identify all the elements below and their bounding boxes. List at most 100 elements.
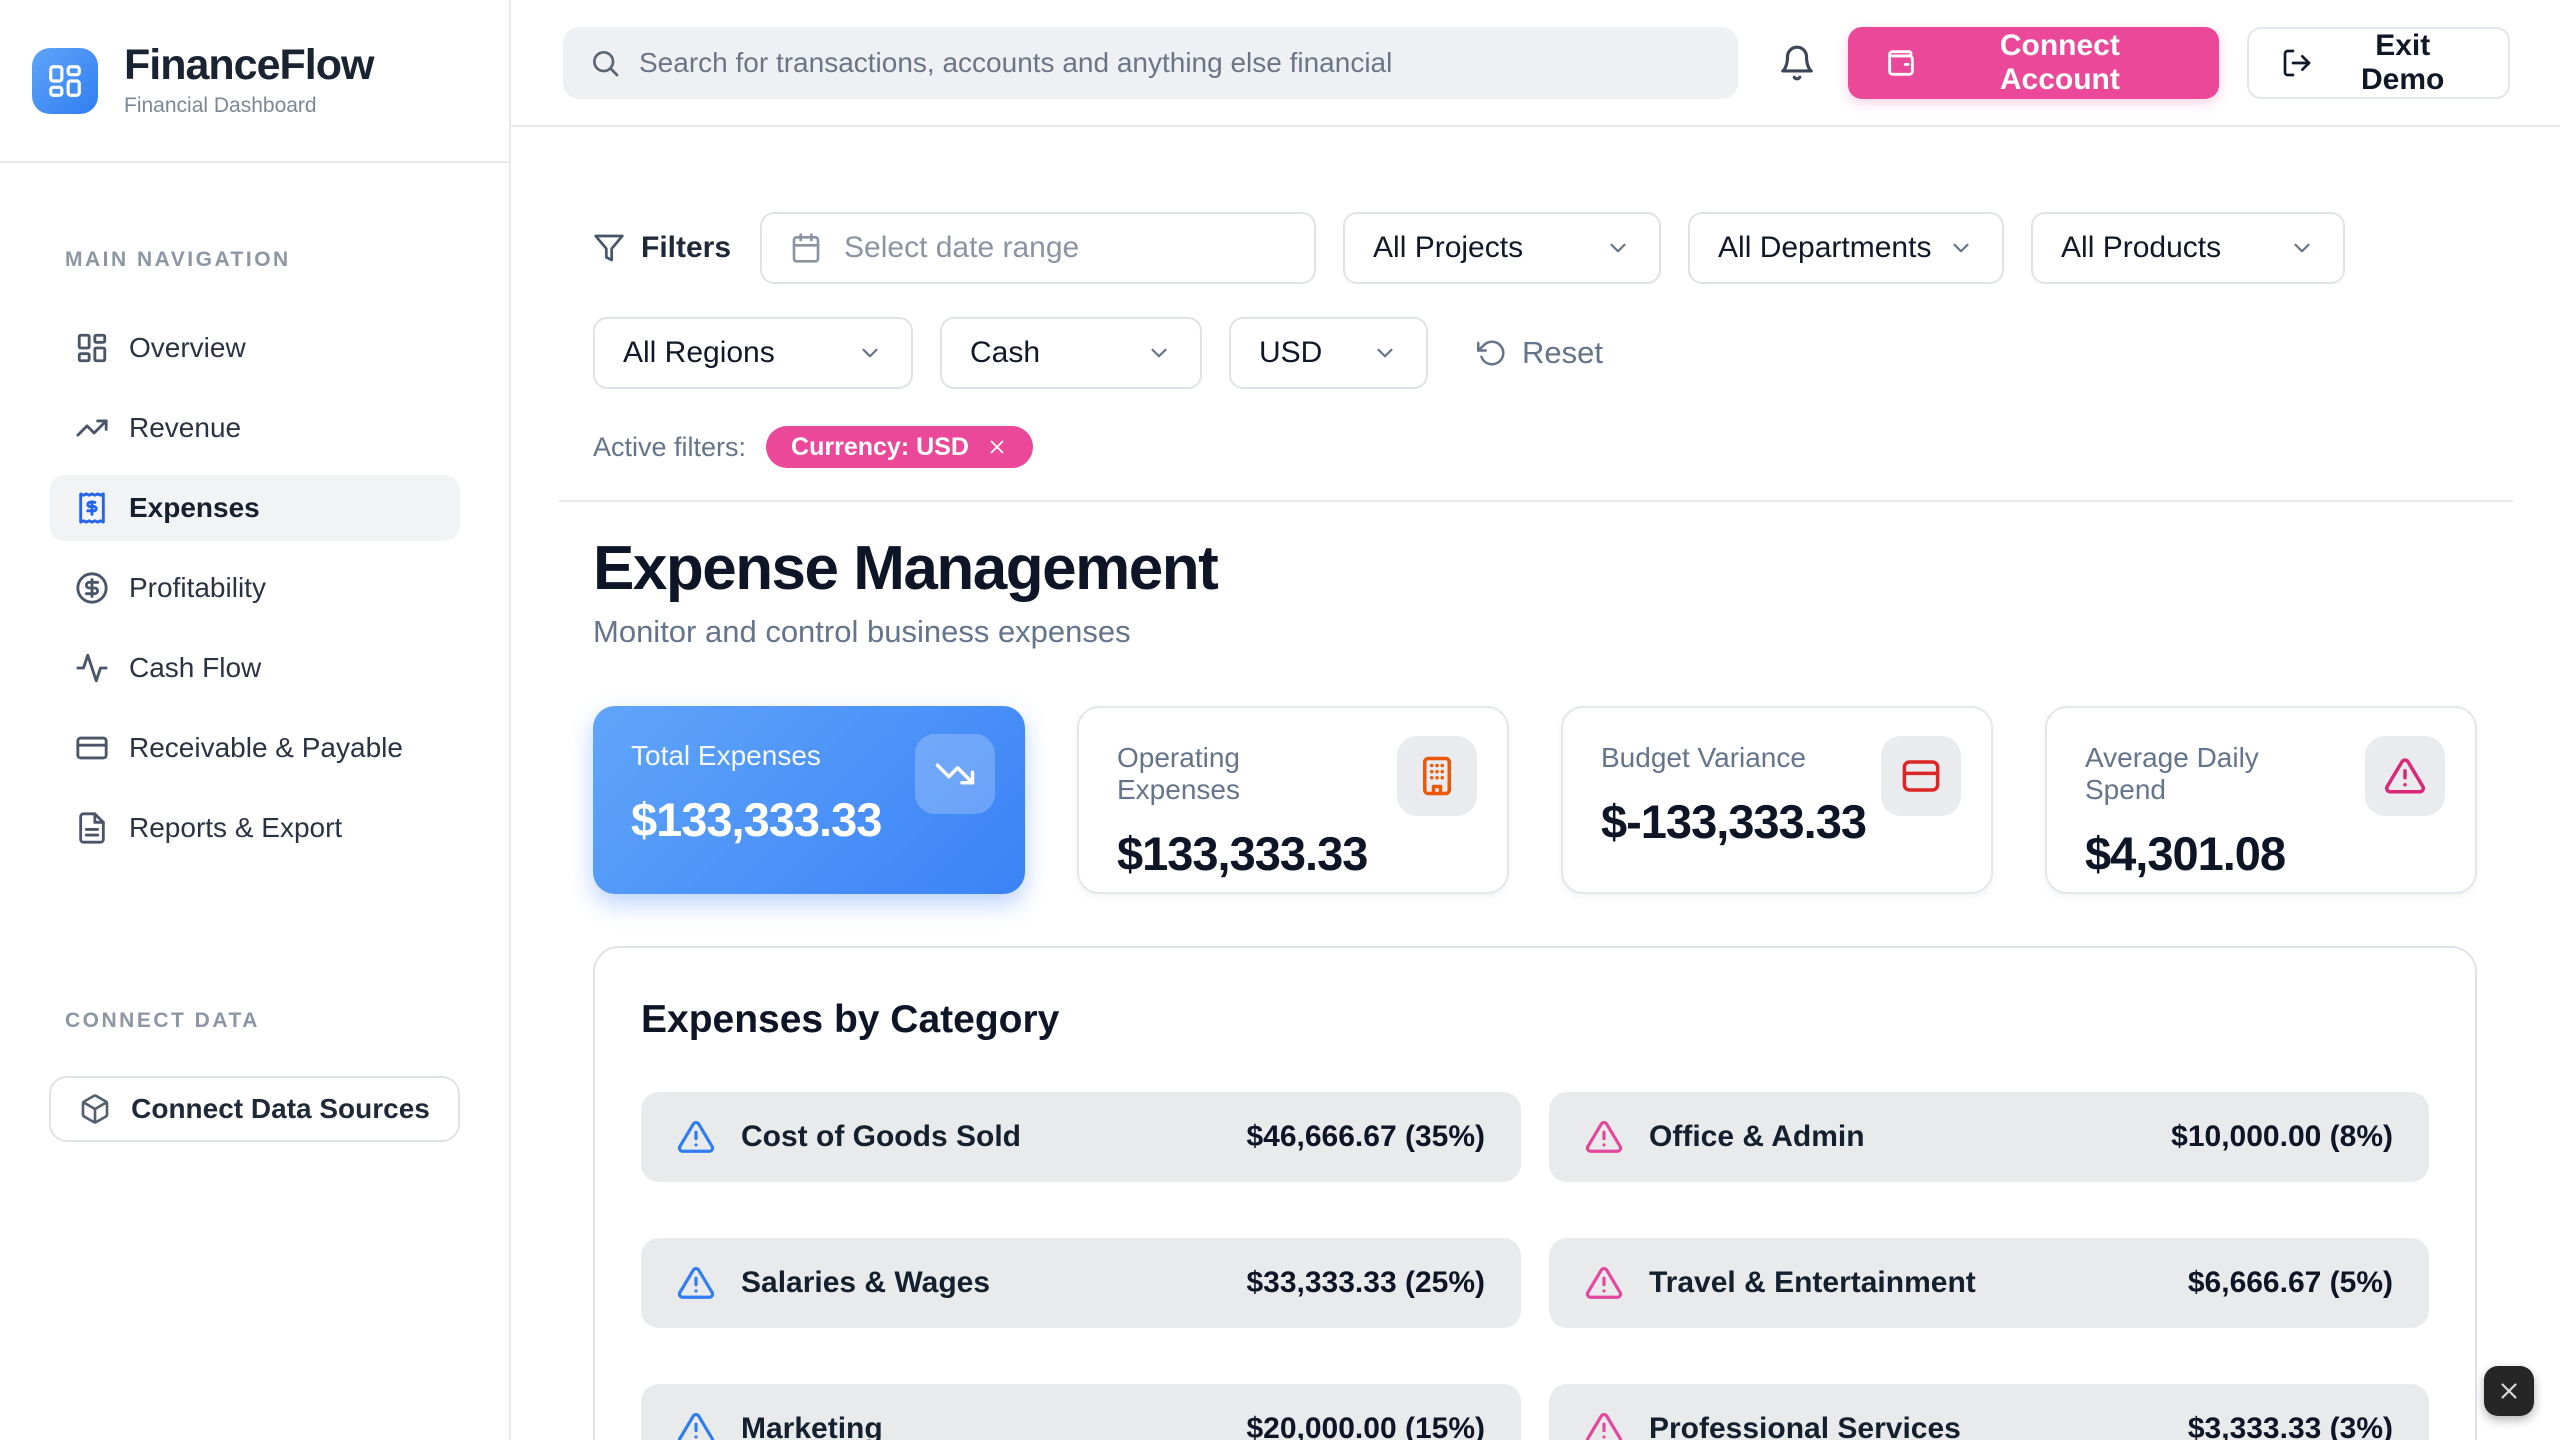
exit-demo-button[interactable]: Exit Demo (2247, 26, 2511, 99)
search-input[interactable] (639, 46, 1713, 79)
stat-card-operating-expenses: Operating Expenses $133,333.33 (1077, 706, 1509, 894)
payment-method-select[interactable]: Cash (940, 317, 1202, 389)
stat-label: Total Expenses (631, 740, 821, 771)
close-icon (2501, 1383, 2517, 1399)
departments-select[interactable]: All Departments (1688, 212, 2005, 284)
category-value: $10,000.00 (8%) (2171, 1120, 2393, 1153)
reset-filters-button[interactable]: Reset (1477, 335, 1603, 371)
sidebar-item-label: Reports & Export (129, 812, 343, 843)
content-scroll-area: Filters Select date range All Projects A… (511, 127, 2560, 1440)
sidebar-item-profitability[interactable]: Profitability (49, 555, 460, 621)
stat-label: Operating Expenses (1117, 742, 1240, 805)
currency-select[interactable]: USD (1229, 317, 1428, 389)
expenses-by-category-title: Expenses by Category (641, 998, 1060, 1041)
activity-icon (76, 653, 108, 683)
alert-triangle-icon (1585, 1267, 1623, 1299)
sidebar-item-cash-flow[interactable]: Cash Flow (49, 635, 460, 701)
expenses-by-category-panel: Expenses by Category Cost of Goods Sold … (593, 946, 2477, 1440)
category-row-salaries-wages: Salaries & Wages $33,333.33 (25%) (641, 1238, 1521, 1328)
projects-select[interactable]: All Projects (1343, 212, 1662, 284)
sidebar-item-reports-export[interactable]: Reports & Export (49, 795, 460, 861)
category-row-marketing: Marketing $20,000.00 (15%) (641, 1384, 1521, 1440)
stat-label: Budget Variance (1601, 742, 1806, 773)
connect-account-label: Connect Account (1999, 28, 2120, 96)
chevron-down-icon (1610, 243, 1626, 253)
filters-row-2: All Regions Cash USD Reset (593, 317, 2477, 389)
sidebar-item-revenue[interactable]: Revenue (49, 395, 460, 461)
exit-demo-label: Exit Demo (2361, 28, 2445, 96)
connect-data-sources-label: Connect Data Sources (131, 1093, 430, 1124)
alert-triangle-icon (1585, 1121, 1623, 1153)
category-value: $46,666.67 (35%) (1246, 1120, 1485, 1153)
active-filter-chip-currency[interactable]: Currency: USD (766, 426, 1033, 468)
stat-card-total-expenses: Total Expenses $133,333.33 (593, 706, 1025, 894)
category-name: Travel & Entertainment (1649, 1266, 1976, 1299)
filters-row-1: Filters Select date range All Projects A… (593, 212, 2477, 284)
building-icon (1397, 736, 1477, 816)
chevron-down-icon (1151, 348, 1167, 358)
category-value: $33,333.33 (25%) (1246, 1266, 1485, 1299)
alert-triangle-icon (677, 1121, 715, 1153)
sidebar-item-label: Receivable & Payable (129, 732, 403, 763)
sidebar-item-label: Expenses (129, 492, 260, 523)
stat-value: $4,301.08 (2085, 827, 2286, 880)
regions-select[interactable]: All Regions (593, 317, 913, 389)
brand-logo-icon (32, 47, 98, 114)
category-name: Cost of Goods Sold (741, 1120, 1021, 1153)
category-row-office-admin: Office & Admin $10,000.00 (8%) (1549, 1092, 2429, 1182)
stat-value: $133,333.33 (631, 793, 882, 846)
wallet-icon (1888, 49, 1915, 76)
stat-value: $-133,333.33 (1601, 795, 1867, 848)
file-text-icon (79, 812, 105, 844)
category-row-cost-of-goods-sold: Cost of Goods Sold $46,666.67 (35%) (641, 1092, 1521, 1182)
sidebar-item-label: Profitability (129, 572, 266, 603)
sidebar-item-label: Overview (129, 332, 246, 363)
main-area: Connect Account Exit Demo Filters (511, 0, 2560, 1440)
sidebar-item-expenses[interactable]: Expenses (49, 475, 460, 541)
alert-triangle-icon (677, 1267, 715, 1299)
brand-name: FinanceFlow (124, 41, 374, 90)
category-grid: Cost of Goods Sold $46,666.67 (35%) Offi… (641, 1092, 2429, 1440)
log-out-icon (2284, 49, 2311, 76)
credit-card-icon (1881, 736, 1961, 816)
category-value: $6,666.67 (5%) (2187, 1266, 2393, 1299)
chevron-down-icon (862, 348, 878, 358)
brand: FinanceFlow Financial Dashboard (0, 0, 509, 163)
rotate-ccw-icon (1477, 340, 1505, 366)
bell-icon (1781, 45, 1814, 80)
brand-subtitle: Financial Dashboard (124, 93, 317, 117)
sidebar-item-overview[interactable]: Overview (49, 315, 460, 381)
chevron-down-icon (1377, 348, 1393, 358)
stat-card-budget-variance: Budget Variance $-133,333.33 (1561, 706, 1993, 894)
products-select[interactable]: All Products (2031, 212, 2346, 284)
search-bar[interactable] (563, 26, 1739, 99)
notifications-button[interactable] (1778, 44, 1816, 82)
credit-card-icon (76, 736, 108, 760)
dashboard-icon (77, 333, 107, 363)
circle-dollar-icon (76, 572, 108, 604)
alert-triangle-icon (2365, 736, 2445, 816)
stat-label: Average Daily Spend (2085, 742, 2259, 805)
date-range-picker[interactable]: Select date range (760, 212, 1317, 284)
sidebar: FinanceFlow Financial Dashboard MAIN NAV… (0, 0, 511, 1440)
connect-account-button[interactable]: Connect Account (1848, 26, 2220, 99)
category-row-travel-entertainment: Travel & Entertainment $6,666.67 (5%) (1549, 1238, 2429, 1328)
category-name: Office & Admin (1649, 1120, 1865, 1153)
filters-label: Filters (593, 231, 731, 265)
category-row-professional-services: Professional Services $3,333.33 (3%) (1549, 1384, 2429, 1440)
chevron-down-icon (2294, 243, 2310, 253)
close-overlay-button[interactable] (2484, 1366, 2534, 1416)
trending-up-icon (76, 419, 108, 437)
connect-data-sources-button[interactable]: Connect Data Sources (49, 1076, 460, 1142)
alert-triangle-icon (1585, 1413, 1623, 1440)
sidebar-item-receivable-payable[interactable]: Receivable & Payable (49, 715, 460, 781)
category-name: Salaries & Wages (741, 1266, 991, 1299)
stat-card-average-daily-spend: Average Daily Spend $4,301.08 (2045, 706, 2477, 894)
page-title: Expense Management (593, 534, 1219, 603)
date-range-placeholder: Select date range (844, 231, 1080, 264)
active-filters-row: Active filters: Currency: USD (593, 426, 2477, 468)
stat-cards-row: Total Expenses $133,333.33 Operating Exp… (593, 706, 2477, 894)
remove-filter-icon[interactable] (986, 436, 1008, 458)
sidebar-item-label: Revenue (129, 412, 242, 443)
alert-triangle-icon (677, 1413, 715, 1440)
